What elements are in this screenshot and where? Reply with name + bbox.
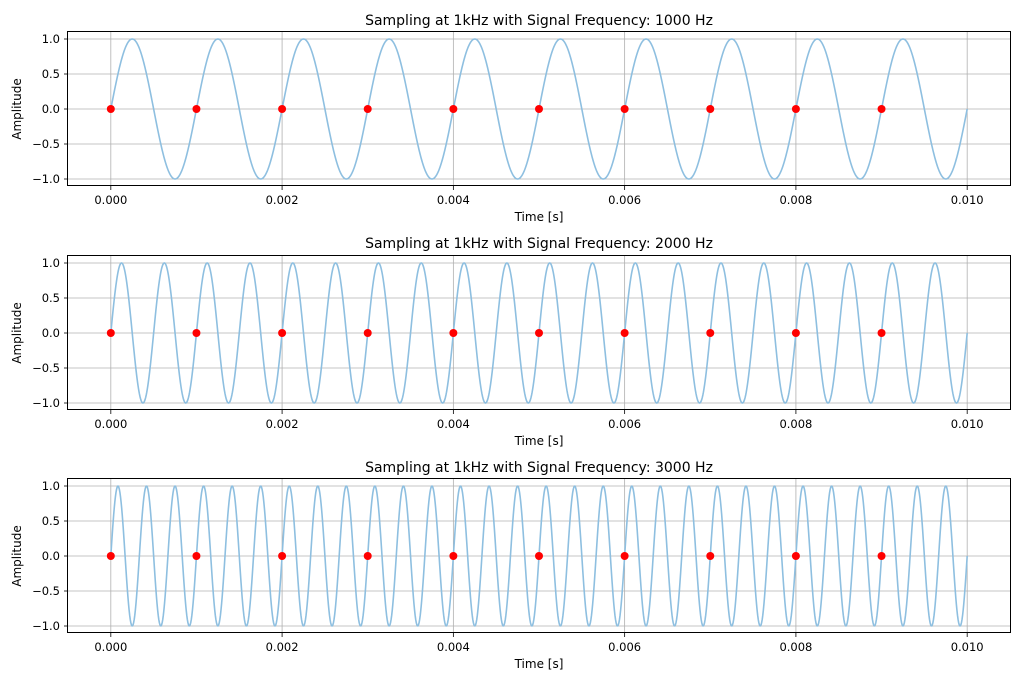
subplot-2-y-ticks: 1.0 0.5 0.0 −0.5 −1.0 bbox=[32, 256, 60, 410]
subplot-2-y-axis-label: Amplitude bbox=[10, 302, 24, 364]
subplot-1-x-ticks: 0.000 0.002 0.004 0.006 0.008 0.010 bbox=[94, 193, 983, 207]
subplot-2-grid bbox=[64, 256, 1010, 414]
sample-point bbox=[106, 105, 115, 113]
x-tick-label: 0.006 bbox=[608, 417, 641, 431]
x-tick-label: 0.010 bbox=[951, 417, 984, 431]
x-tick-label: 0.006 bbox=[608, 640, 641, 654]
sample-point bbox=[535, 552, 543, 560]
y-tick-label: −1.0 bbox=[32, 619, 60, 633]
sample-point bbox=[192, 105, 201, 113]
sample-point bbox=[791, 105, 800, 113]
sample-point bbox=[449, 329, 458, 337]
sample-point bbox=[791, 329, 800, 337]
subplot-1-title: Sampling at 1kHz with Signal Frequency: … bbox=[365, 13, 713, 29]
x-tick-label: 0.004 bbox=[437, 417, 470, 431]
sample-point bbox=[620, 105, 629, 113]
sample-point bbox=[706, 105, 715, 113]
x-tick-label: 0.004 bbox=[437, 640, 470, 654]
subplot-1-y-axis-label: Amplitude bbox=[10, 78, 24, 140]
sample-point bbox=[278, 552, 287, 560]
subplot-2-x-axis-label: Time [s] bbox=[514, 434, 564, 448]
subplot-1-y-ticks: 1.0 0.5 0.0 −0.5 −1.0 bbox=[32, 32, 60, 186]
sample-point bbox=[706, 329, 715, 337]
sample-point bbox=[620, 329, 629, 337]
subplot-3-x-axis-label: Time [s] bbox=[514, 657, 564, 671]
subplot-3-axes-frame bbox=[67, 478, 1011, 633]
subplot-2-axes-frame bbox=[67, 255, 1011, 410]
y-tick-label: 0.0 bbox=[42, 326, 60, 340]
sample-point bbox=[363, 329, 372, 337]
subplot-3-x-ticks: 0.000 0.002 0.004 0.006 0.008 0.010 bbox=[94, 640, 983, 654]
sample-point bbox=[363, 552, 372, 560]
x-tick-label: 0.002 bbox=[266, 640, 299, 654]
y-tick-label: −0.5 bbox=[32, 137, 60, 151]
subplot-2-sample-points bbox=[106, 329, 886, 337]
sample-point bbox=[449, 105, 458, 113]
sample-point bbox=[535, 329, 543, 337]
y-tick-label: 0.5 bbox=[42, 514, 60, 528]
sample-point bbox=[791, 552, 800, 560]
x-tick-label: 0.004 bbox=[437, 193, 470, 207]
x-tick-label: 0.000 bbox=[94, 193, 127, 207]
sample-point bbox=[620, 552, 629, 560]
sample-point bbox=[535, 105, 543, 113]
sample-point bbox=[363, 105, 372, 113]
x-tick-label: 0.000 bbox=[94, 640, 127, 654]
x-tick-label: 0.000 bbox=[94, 417, 127, 431]
subplot-2-x-ticks: 0.000 0.002 0.004 0.006 0.008 0.010 bbox=[94, 417, 983, 431]
sample-point bbox=[877, 329, 886, 337]
sample-point bbox=[877, 552, 886, 560]
y-tick-label: 0.0 bbox=[42, 549, 60, 563]
y-tick-label: 0.0 bbox=[42, 102, 60, 116]
x-tick-label: 0.010 bbox=[951, 193, 984, 207]
sample-point bbox=[278, 329, 287, 337]
sample-point bbox=[192, 329, 201, 337]
y-tick-label: −0.5 bbox=[32, 584, 60, 598]
x-tick-label: 0.006 bbox=[608, 193, 641, 207]
y-tick-label: 1.0 bbox=[42, 479, 60, 493]
y-tick-label: 1.0 bbox=[42, 32, 60, 46]
x-tick-label: 0.008 bbox=[779, 193, 812, 207]
x-tick-label: 0.008 bbox=[779, 417, 812, 431]
subplot-1-x-axis-label: Time [s] bbox=[514, 210, 564, 224]
y-tick-label: 1.0 bbox=[42, 256, 60, 270]
sample-point bbox=[278, 105, 287, 113]
sample-point bbox=[877, 105, 886, 113]
subplot-1-sample-points bbox=[106, 105, 886, 113]
x-tick-label: 0.008 bbox=[779, 640, 812, 654]
subplot-1: Sampling at 1kHz with Signal Frequency: … bbox=[10, 13, 1011, 224]
sample-point bbox=[449, 552, 458, 560]
subplot-2: Sampling at 1kHz with Signal Frequency: … bbox=[10, 236, 1011, 448]
sample-point bbox=[706, 552, 715, 560]
sample-point bbox=[106, 552, 115, 560]
y-tick-label: 0.5 bbox=[42, 67, 60, 81]
subplot-3-y-ticks: 1.0 0.5 0.0 −0.5 −1.0 bbox=[32, 479, 60, 633]
x-tick-label: 0.002 bbox=[266, 193, 299, 207]
subplot-3-sample-points bbox=[106, 552, 886, 560]
x-tick-label: 0.002 bbox=[266, 417, 299, 431]
subplot-2-title: Sampling at 1kHz with Signal Frequency: … bbox=[365, 236, 713, 252]
x-tick-label: 0.010 bbox=[951, 640, 984, 654]
sample-point bbox=[106, 329, 115, 337]
y-tick-label: −1.0 bbox=[32, 172, 60, 186]
subplot-3-y-axis-label: Amplitude bbox=[10, 525, 24, 587]
sample-point bbox=[192, 552, 201, 560]
subplot-3: Sampling at 1kHz with Signal Frequency: … bbox=[10, 460, 1011, 671]
subplot-3-title: Sampling at 1kHz with Signal Frequency: … bbox=[365, 460, 713, 476]
y-tick-label: −1.0 bbox=[32, 396, 60, 410]
subplot-1-axes-frame bbox=[67, 31, 1011, 186]
y-tick-label: −0.5 bbox=[32, 361, 60, 375]
y-tick-label: 0.5 bbox=[42, 291, 60, 305]
